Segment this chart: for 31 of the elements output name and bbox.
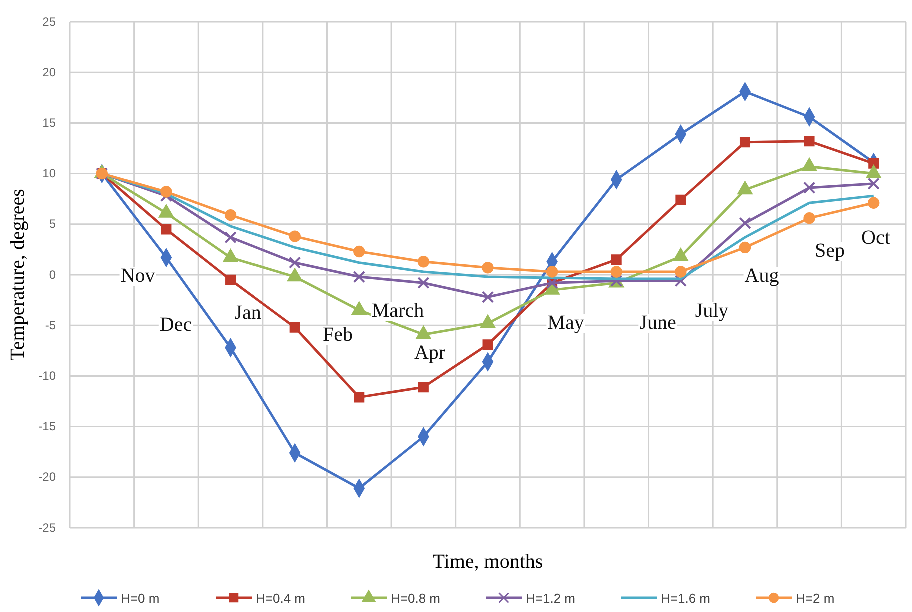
y-tick-label: -25 [38, 520, 56, 535]
annotation: Sep [815, 240, 845, 262]
annotation: June [640, 312, 676, 334]
legend-label: H=0.4 m [256, 591, 306, 606]
legend-label: H=1.6 m [661, 591, 710, 606]
y-axis-title: Temperature, degrees [7, 188, 29, 361]
annotation: March [372, 300, 424, 322]
annotation: Jan [234, 302, 262, 324]
annotation: Nov [120, 265, 156, 287]
y-tick-label: 0 [49, 268, 56, 282]
annotation: Aug [744, 265, 780, 287]
y-tick-label: 15 [42, 116, 56, 130]
y-tick-label: -15 [38, 420, 56, 434]
y-tick-label: 25 [42, 14, 56, 29]
annotation: Apr [414, 342, 446, 364]
y-tick-label: 10 [42, 166, 56, 181]
legend-label: H=0.8 m [391, 591, 440, 606]
annotation: May [548, 312, 584, 334]
y-tick-label: 5 [49, 217, 56, 232]
y-tick-label: -10 [38, 369, 56, 384]
legend-label: H=2 m [796, 591, 835, 606]
legend-label: H=0 m [121, 591, 160, 606]
y-tick-label: 20 [42, 65, 56, 80]
y-tick-label: -5 [45, 318, 56, 332]
x-axis-title: Time, months [432, 551, 544, 573]
annotation: July [695, 300, 729, 322]
y-tick-label: -20 [38, 470, 56, 484]
annotation: Oct [862, 227, 891, 249]
legend-label: H=1.2 m [526, 591, 576, 606]
annotation: Dec [160, 314, 192, 336]
annotation: Feb [323, 324, 353, 346]
